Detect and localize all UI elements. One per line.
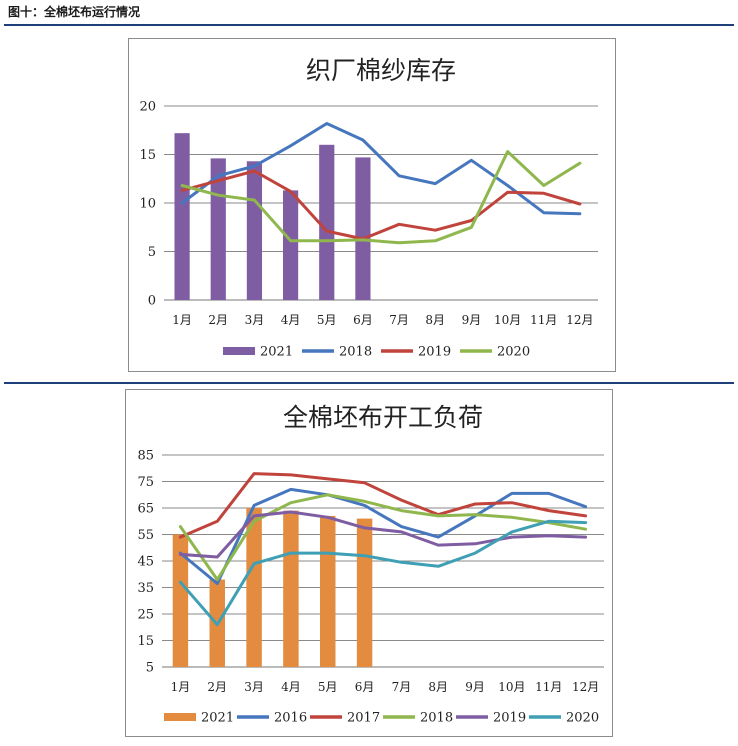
bar-2021-6月 — [356, 518, 373, 667]
x-tick-label: 12月 — [572, 680, 599, 694]
legend-label: 2021 — [201, 711, 234, 726]
line-2017 — [178, 472, 588, 539]
line-2020 — [178, 519, 588, 627]
bar-2021-5月 — [320, 515, 336, 667]
bar-2021-5月 — [319, 144, 335, 300]
x-tick-label: 6月 — [353, 313, 373, 327]
y-tick-label: 25 — [137, 608, 154, 623]
x-tick-label: 9月 — [465, 680, 485, 694]
y-tick-label: 20 — [139, 100, 156, 115]
legend-item-2016: 2016 — [237, 711, 307, 726]
bar-2021-6月 — [355, 157, 371, 300]
y-tick-label: 10 — [139, 197, 156, 212]
legend-item-2019: 2019 — [381, 345, 451, 360]
y-tick-label: 15 — [137, 634, 154, 649]
x-tick-label: 10月 — [494, 313, 521, 327]
y-tick-label: 85 — [137, 449, 154, 464]
chart-title: 织厂棉纱库存 — [306, 56, 456, 85]
legend-item-2020: 2020 — [529, 711, 599, 726]
legend-item-2017: 2017 — [310, 711, 380, 726]
x-tick-label: 1月 — [172, 313, 192, 327]
bar-2021-4月 — [283, 510, 299, 667]
legend-label: 2018 — [339, 345, 372, 360]
line-2019 — [180, 169, 582, 241]
top-rule — [4, 24, 734, 26]
figure-title: 图十：全棉坯布运行情况 — [8, 5, 141, 19]
line-2019 — [178, 510, 588, 559]
inventory-chart: 织厂棉纱库存 0 5 10 15 20 1月 2月 3月 4月 5月 6月 7月 8月 9月 10月 11月 12… — [139, 56, 598, 360]
legend-item-2019: 2019 — [456, 711, 526, 726]
x-tick-label: 7月 — [389, 313, 409, 327]
legend-label: 2018 — [420, 711, 453, 726]
x-tick-label: 2月 — [208, 313, 228, 327]
x-tick-label: 11月 — [530, 313, 557, 327]
line-2020 — [180, 150, 582, 245]
x-tick-label: 3月 — [245, 313, 265, 327]
legend-item-2020: 2020 — [460, 345, 530, 360]
bar-2021-3月 — [246, 161, 263, 300]
y-tick-label: 65 — [137, 502, 154, 517]
x-tick-label: 5月 — [318, 680, 338, 694]
legend-swatch — [223, 347, 255, 355]
legend-label: 2019 — [418, 345, 451, 360]
line-2016 — [178, 487, 588, 585]
x-tick-label: 6月 — [355, 680, 375, 694]
legend-item-2018: 2018 — [383, 711, 453, 726]
legend-item-2021: 2021 — [223, 345, 293, 360]
bar-2021-4月 — [282, 190, 299, 300]
legend-item-2021: 2021 — [164, 711, 234, 726]
x-tick-label: 4月 — [281, 313, 301, 327]
legend-label: 2016 — [274, 711, 307, 726]
middle-rule — [4, 382, 734, 384]
x-tick-label: 8月 — [425, 313, 445, 327]
chart-panel-inventory: 织厂棉纱库存 0 5 10 15 20 1月 2月 3月 4月 5月 6月 7月 8月 9月 10月 11月 12… — [128, 38, 616, 372]
x-tick-label: 1月 — [171, 680, 191, 694]
legend-label: 2020 — [566, 711, 599, 726]
legend-label: 2021 — [260, 345, 293, 360]
legend-item-2018: 2018 — [302, 345, 372, 360]
line-2018 — [178, 493, 588, 582]
bar-2021-3月 — [246, 508, 262, 667]
y-tick-label: 15 — [139, 148, 156, 163]
x-tick-label: 5月 — [317, 313, 337, 327]
legend-label: 2019 — [493, 711, 526, 726]
line-2018 — [180, 122, 582, 216]
x-tick-label: 11月 — [535, 680, 562, 694]
x-tick-label: 3月 — [244, 680, 264, 694]
y-tick-label: 75 — [137, 475, 154, 490]
chart-title: 全棉坯布开工负荷 — [283, 403, 483, 432]
bar-2021-1月 — [172, 534, 189, 667]
x-tick-label: 8月 — [428, 680, 448, 694]
y-tick-label: 35 — [137, 581, 154, 596]
chart-panel-load: 全棉坯布开工负荷 5 15 25 35 45 55 65 75 85 1月 2月 3月 4月 5月 6月 7月 8… — [125, 389, 613, 737]
y-tick-label: 5 — [148, 245, 156, 260]
x-tick-label: 2月 — [207, 680, 227, 694]
y-tick-label: 55 — [137, 528, 154, 543]
legend-label: 2020 — [497, 345, 530, 360]
bar-2021-1月 — [174, 133, 190, 300]
y-tick-label: 5 — [146, 661, 154, 676]
legend-swatch — [164, 713, 196, 721]
legend-label: 2017 — [347, 711, 380, 726]
y-tick-label: 45 — [137, 555, 154, 570]
x-tick-label: 4月 — [281, 680, 301, 694]
x-tick-label: 12月 — [566, 313, 593, 327]
load-chart: 全棉坯布开工负荷 5 15 25 35 45 55 65 75 85 1月 2月 3月 4月 5月 6月 7月 8… — [137, 403, 604, 726]
x-tick-label: 9月 — [462, 313, 482, 327]
x-tick-label: 7月 — [392, 680, 412, 694]
y-tick-label: 0 — [148, 294, 156, 309]
x-tick-label: 10月 — [498, 680, 525, 694]
